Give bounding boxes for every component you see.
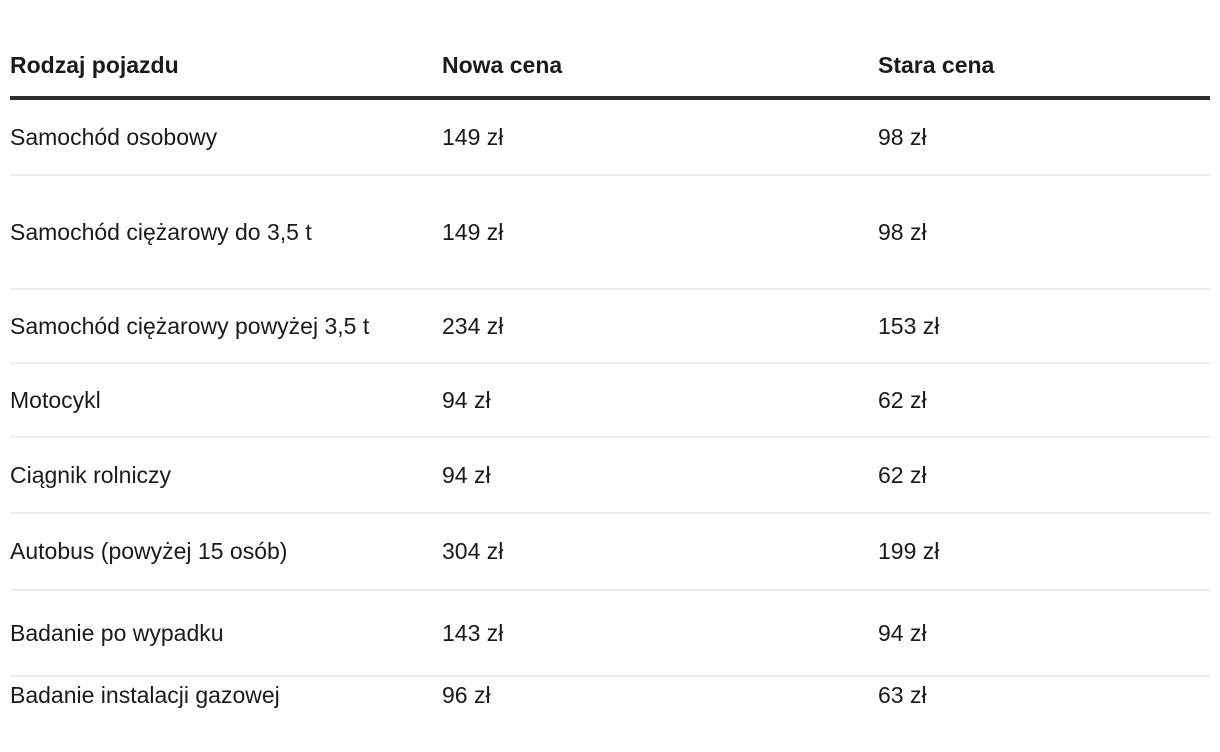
column-header-old-price: Stara cena xyxy=(878,52,995,78)
old-price-cell: 153 zł xyxy=(878,312,940,339)
old-price-cell: 63 zł xyxy=(878,682,927,708)
table-header-row: Rodzaj pojazdu Nowa cena Stara cena xyxy=(10,0,1210,100)
vehicle-type-cell: Autobus (powyżej 15 osób) xyxy=(10,538,288,564)
vehicle-price-table: Rodzaj pojazdu Nowa cena Stara cena Samo… xyxy=(10,0,1210,714)
column-header-new-price: Nowa cena xyxy=(442,52,563,78)
new-price-cell: 234 zł xyxy=(442,312,504,339)
table-row: Samochód ciężarowy do 3,5 t 149 zł 98 zł xyxy=(10,174,1210,288)
old-price-cell: 199 zł xyxy=(878,538,940,564)
old-price-cell: 62 zł xyxy=(878,461,927,488)
new-price-cell: 149 zł xyxy=(442,123,504,150)
table-row: Badanie instalacji gazowej 96 zł 63 zł xyxy=(10,675,1210,714)
column-header-vehicle-type: Rodzaj pojazdu xyxy=(10,52,179,78)
vehicle-type-cell: Samochód ciężarowy do 3,5 t xyxy=(10,218,312,245)
new-price-cell: 96 zł xyxy=(442,682,491,708)
vehicle-type-cell: Motocykl xyxy=(10,386,101,413)
new-price-cell: 304 zł xyxy=(442,538,504,564)
new-price-cell: 149 zł xyxy=(442,218,504,245)
old-price-cell: 62 zł xyxy=(878,386,927,413)
vehicle-type-cell: Ciągnik rolniczy xyxy=(10,461,172,488)
new-price-cell: 94 zł xyxy=(442,461,491,488)
table-row: Autobus (powyżej 15 osób) 304 zł 199 zł xyxy=(10,512,1210,589)
vehicle-type-cell: Samochód ciężarowy powyżej 3,5 t xyxy=(10,312,370,339)
vehicle-type-cell: Badanie instalacji gazowej xyxy=(10,682,280,708)
vehicle-type-cell: Samochód osobowy xyxy=(10,123,218,150)
old-price-cell: 98 zł xyxy=(878,218,927,245)
new-price-cell: 94 zł xyxy=(442,386,491,413)
old-price-cell: 98 zł xyxy=(878,123,927,150)
table-row: Ciągnik rolniczy 94 zł 62 zł xyxy=(10,436,1210,512)
table-row: Badanie po wypadku 143 zł 94 zł xyxy=(10,589,1210,675)
table-row: Motocykl 94 zł 62 zł xyxy=(10,362,1210,436)
table-row: Samochód ciężarowy powyżej 3,5 t 234 zł … xyxy=(10,288,1210,362)
vehicle-type-cell: Badanie po wypadku xyxy=(10,619,224,646)
new-price-cell: 143 zł xyxy=(442,619,504,646)
table-row: Samochód osobowy 149 zł 98 zł xyxy=(10,100,1210,174)
old-price-cell: 94 zł xyxy=(878,619,927,646)
